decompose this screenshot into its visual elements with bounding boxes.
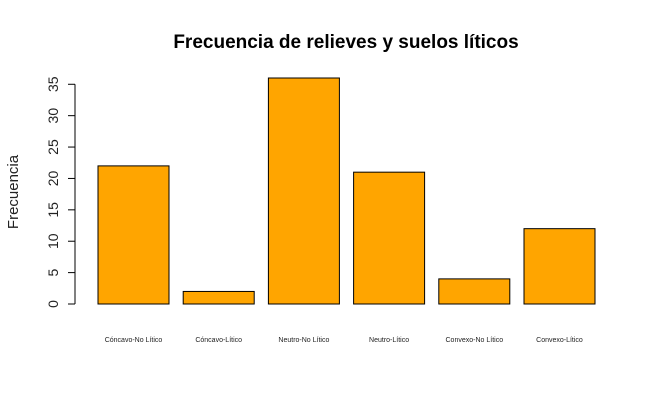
x-tick-label: Neutro-Lítico [369, 337, 409, 344]
x-tick-label: Neutro-No Lítico [278, 337, 329, 344]
bar-5 [438, 278, 511, 305]
bar-4 [353, 171, 426, 305]
y-axis-label: Frecuencia [5, 154, 22, 229]
x-tick-labels: Cóncavo-No Lítico Cóncavo-Lítico Neutro-No… [105, 337, 583, 344]
bar-6 [523, 228, 596, 305]
y-tick-label: 10 [45, 233, 61, 249]
y-tick-label: 5 [45, 269, 61, 277]
y-tick-label: 25 [45, 139, 61, 155]
bars-group [97, 77, 596, 305]
y-axis: 0 5 10 15 20 25 30 35 [45, 76, 76, 308]
x-tick-label: Convexo-Lítico [536, 337, 583, 344]
y-tick-label: 15 [45, 202, 61, 218]
y-tick-label: 20 [45, 170, 61, 186]
bar-2 [182, 290, 255, 305]
y-tick-label: 35 [45, 76, 61, 92]
chart-title: Frecuencia de relieves y suelos líticos [173, 32, 518, 53]
y-tick-label: 30 [45, 108, 61, 124]
y-tick-label: 0 [45, 300, 61, 308]
x-tick-label: Cóncavo-Lítico [195, 337, 242, 344]
bar-1 [97, 165, 170, 305]
bar-3 [267, 77, 340, 305]
x-tick-label: Cóncavo-No Lítico [105, 337, 163, 344]
x-tick-label: Convexo-No Lítico [446, 337, 504, 344]
